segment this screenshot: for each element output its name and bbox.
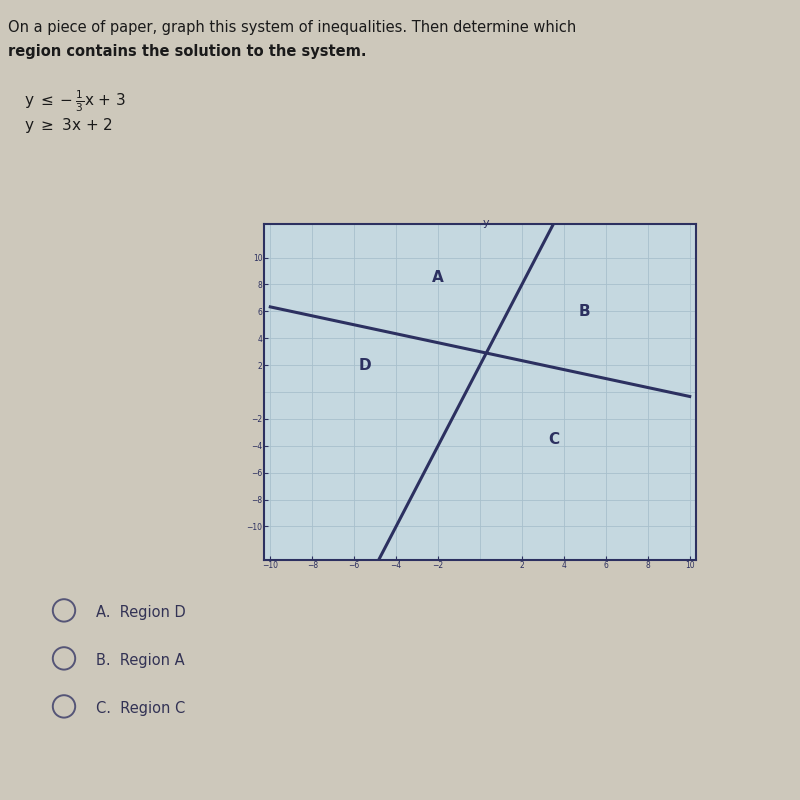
Text: y: y [483,218,490,228]
Text: C: C [548,431,559,446]
Text: A: A [432,270,444,286]
Text: B.  Region A: B. Region A [96,653,185,668]
Text: y $\leq -\frac{1}{3}$x + 3: y $\leq -\frac{1}{3}$x + 3 [24,88,126,114]
Text: C.  Region C: C. Region C [96,701,186,716]
Text: D: D [358,358,371,373]
Text: B: B [579,304,590,319]
Text: A.  Region D: A. Region D [96,605,186,620]
Text: On a piece of paper, graph this system of inequalities. Then determine which: On a piece of paper, graph this system o… [8,20,576,35]
Text: y $\geq$ 3x + 2: y $\geq$ 3x + 2 [24,116,113,135]
Text: region contains the solution to the system.: region contains the solution to the syst… [8,44,366,59]
